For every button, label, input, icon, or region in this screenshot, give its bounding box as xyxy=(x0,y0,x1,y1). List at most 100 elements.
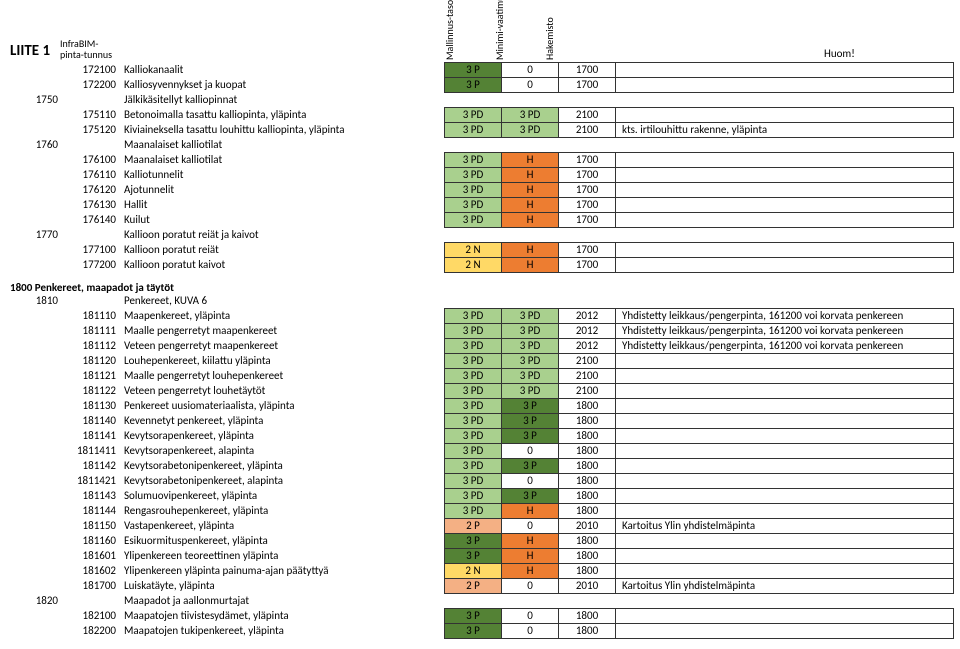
note-cell xyxy=(616,414,954,429)
code-cell xyxy=(10,504,60,519)
subcode-cell: 181130 xyxy=(60,399,120,414)
col-minimi: 3 PD xyxy=(502,339,559,354)
subcode-cell: 176130 xyxy=(60,198,120,213)
code-cell xyxy=(10,369,60,384)
col-hakemisto: 1800 xyxy=(559,624,616,639)
col-minimi: 3 PD xyxy=(502,369,559,384)
col-mallinnus: 3 PD xyxy=(445,414,502,429)
code-cell xyxy=(10,429,60,444)
code-cell xyxy=(10,489,60,504)
table-row: 181160Esikuormituspenkereet, yläpinta3 P… xyxy=(10,534,954,549)
col-hakemisto: 1800 xyxy=(559,564,616,579)
subcode-cell: 181150 xyxy=(60,519,120,534)
code-cell xyxy=(10,339,60,354)
col-mallinnus: 3 PD xyxy=(445,213,502,228)
col-mallinnus: 3 PD xyxy=(445,153,502,168)
code-cell: 1770 xyxy=(10,228,60,243)
col-minimi: H xyxy=(502,534,559,549)
table-row: 181111Maalle pengerretyt maapenkereet3 P… xyxy=(10,324,954,339)
code-cell xyxy=(10,324,60,339)
col-minimi: 3 PD xyxy=(502,354,559,369)
table-row: 176100Maanalaiset kalliotilat3 PDH1700 xyxy=(10,153,954,168)
col-mallinnus: 3 PD xyxy=(445,309,502,324)
note-cell xyxy=(616,474,954,489)
desc-cell: Maanalaiset kalliotilat xyxy=(120,138,445,153)
table-row: 181144Rengasrouhepenkereet, yläpinta3 PD… xyxy=(10,504,954,519)
subcode-cell: 176100 xyxy=(60,153,120,168)
page-title: LIITE 1 xyxy=(10,42,60,60)
note-cell xyxy=(616,369,954,384)
col-mallinnus: 3 PD xyxy=(445,339,502,354)
col-hakemisto: 1800 xyxy=(559,399,616,414)
desc-cell: Louhepenkereet, kiilattu yläpinta xyxy=(120,354,445,369)
subcode-cell: 177100 xyxy=(60,243,120,258)
col-minimi: 0 xyxy=(502,78,559,93)
code-cell xyxy=(10,258,60,273)
table-row: 175110Betonoimalla tasattu kalliopinta, … xyxy=(10,108,954,123)
code-cell xyxy=(10,444,60,459)
col-mallinnus: 3 P xyxy=(445,624,502,639)
note-cell xyxy=(616,624,954,639)
code-cell xyxy=(10,609,60,624)
desc-cell: Maapadot ja aallonmurtajat xyxy=(120,594,445,609)
col-mallinnus: 3 PD xyxy=(445,459,502,474)
col-hakemisto: 1800 xyxy=(559,609,616,624)
subcode-cell: 181120 xyxy=(60,354,120,369)
desc-cell: Rengasrouhepenkereet, yläpinta xyxy=(120,504,445,519)
subcode-cell xyxy=(60,294,120,309)
col-hakemisto: 1800 xyxy=(559,474,616,489)
code-cell xyxy=(10,579,60,594)
subcode-cell: 181111 xyxy=(60,324,120,339)
table-row: 1811411Kevytsorapenkereet, alapinta3 PD0… xyxy=(10,444,954,459)
table-row: 176140Kuilut3 PDH1700 xyxy=(10,213,954,228)
subcode-cell: 182100 xyxy=(60,609,120,624)
desc-cell: Ylipenkereen yläpinta painuma-ajan pääty… xyxy=(120,564,445,579)
desc-cell: Ajotunnelit xyxy=(120,183,445,198)
data-table-1: 172100Kalliokanaalit3 P01700172200Kallio… xyxy=(10,62,954,273)
subcode-cell: 181602 xyxy=(60,564,120,579)
table-row: 181120Louhepenkereet, kiilattu yläpinta3… xyxy=(10,354,954,369)
desc-cell: Maapatojen tukipenkereet, yläpinta xyxy=(120,624,445,639)
col-mallinnus: 2 N xyxy=(445,564,502,579)
col-mallinnus: 3 PD xyxy=(445,168,502,183)
desc-cell: Solumuovipenkereet, yläpinta xyxy=(120,489,445,504)
desc-cell: Penkereet, KUVA 6 xyxy=(120,294,445,309)
code-cell xyxy=(10,384,60,399)
table-row: 181141Kevytsorapenkereet, yläpinta3 PD3 … xyxy=(10,429,954,444)
col-hakemisto: 1800 xyxy=(559,429,616,444)
subcode-cell: 181142 xyxy=(60,459,120,474)
code-cell xyxy=(10,63,60,78)
code-cell: 1820 xyxy=(10,594,60,609)
col-hakemisto: 1700 xyxy=(559,63,616,78)
code-cell xyxy=(10,519,60,534)
col-minimi: H xyxy=(502,564,559,579)
note-cell xyxy=(616,168,954,183)
col-mallinnus: 3 PD xyxy=(445,354,502,369)
table-row: 1811421Kevytsorabetonipenkereet, alapint… xyxy=(10,474,954,489)
code-cell xyxy=(10,564,60,579)
code-cell xyxy=(10,624,60,639)
column-headers: Mallinnus-taso Minimi-vaatimus Hakemisto xyxy=(434,10,584,60)
col-hakemisto: 1800 xyxy=(559,459,616,474)
note-cell xyxy=(616,354,954,369)
note-cell: Yhdistetty leikkaus/pengerpinta, 161200 … xyxy=(616,339,954,354)
col-minimi: H xyxy=(502,168,559,183)
code-cell xyxy=(10,354,60,369)
col-minimi: H xyxy=(502,198,559,213)
col-header-3: Hakemisto xyxy=(543,17,556,60)
table-row: 1820 Maapadot ja aallonmurtajat xyxy=(10,594,954,609)
subcode-cell: 181110 xyxy=(60,309,120,324)
note-cell xyxy=(616,564,954,579)
table-row: 177100Kallioon poratut reiät2 NH1700 xyxy=(10,243,954,258)
desc-cell: Vastapenkereet, yläpinta xyxy=(120,519,445,534)
subcode-cell xyxy=(60,138,120,153)
subcode-cell: 181140 xyxy=(60,414,120,429)
table-row: 1810Penkereet, KUVA 6 xyxy=(10,294,954,309)
col-hakemisto: 2100 xyxy=(559,384,616,399)
col-minimi: H xyxy=(502,183,559,198)
col-hakemisto: 1700 xyxy=(559,258,616,273)
table-row: 176120Ajotunnelit3 PDH1700 xyxy=(10,183,954,198)
col-mallinnus: 2 P xyxy=(445,579,502,594)
table-row: 175120Kiviaineksella tasattu louhittu ka… xyxy=(10,123,954,138)
col-hakemisto: 2012 xyxy=(559,324,616,339)
